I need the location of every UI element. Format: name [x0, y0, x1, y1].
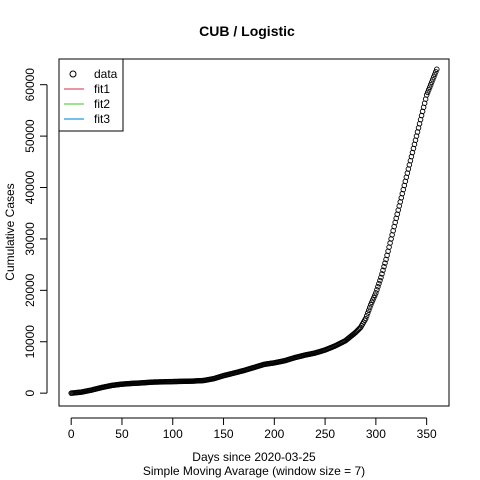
data-point	[366, 307, 372, 314]
legend-label-data: data	[94, 67, 118, 81]
chart-subtitle: Simple Moving Avarage (window size = 7)	[143, 464, 365, 478]
x-tick-label: 150	[214, 427, 234, 441]
data-point	[365, 310, 371, 316]
y-tick-label: 10000	[23, 325, 37, 359]
data-point	[374, 287, 380, 293]
data-point	[378, 274, 384, 281]
data-point	[427, 81, 434, 88]
data-point	[373, 290, 379, 296]
x-tick-label: 50	[115, 427, 129, 441]
y-tick-label: 20000	[23, 273, 37, 307]
plot-area-border	[58, 58, 450, 407]
data-point	[377, 277, 383, 284]
data-point	[375, 283, 381, 290]
x-tick-label: 200	[264, 427, 284, 441]
data-point	[425, 87, 432, 93]
y-tick-label: 50000	[23, 119, 37, 153]
data-point	[376, 280, 382, 287]
data-point	[426, 84, 433, 91]
data-points	[68, 66, 440, 396]
data-point	[431, 74, 437, 80]
x-tick-label: 300	[366, 427, 386, 441]
y-tick-label: 40000	[23, 171, 37, 205]
x-tick-label: 0	[68, 427, 75, 441]
y-axis-title: Cumulative Cases	[3, 183, 17, 280]
data-point	[434, 66, 440, 73]
x-axis: 0 50 100 150 200 250 300 350	[68, 417, 437, 441]
data-point	[367, 304, 373, 311]
x-tick-label: 250	[315, 427, 335, 441]
x-tick-label: 350	[417, 427, 437, 441]
data-point	[379, 271, 385, 277]
data-point	[382, 260, 388, 266]
x-axis-title: Days since 2020-03-25	[192, 450, 316, 464]
y-tick-label: 60000	[23, 68, 37, 102]
data-point	[381, 263, 387, 270]
data-point	[380, 267, 386, 274]
chart-title: CUB / Logistic	[199, 23, 295, 39]
y-tick-label: 30000	[23, 222, 37, 256]
data-point	[424, 89, 431, 96]
data-point	[423, 92, 430, 98]
legend-label-fit2: fit2	[94, 97, 110, 111]
data-point	[432, 71, 438, 78]
data-point	[363, 313, 370, 319]
data-point	[428, 79, 435, 85]
legend-label-fit3: fit3	[94, 112, 110, 126]
x-tick-label: 100	[163, 427, 183, 441]
data-point	[430, 76, 436, 83]
legend-label-fit1: fit1	[94, 82, 110, 96]
data-point	[433, 69, 439, 75]
y-tick-label: 0	[23, 389, 37, 396]
y-axis: 0 10000 20000 30000 40000 50000 60000	[23, 68, 48, 396]
legend-symbol-data	[69, 70, 77, 78]
data-point	[362, 315, 369, 322]
